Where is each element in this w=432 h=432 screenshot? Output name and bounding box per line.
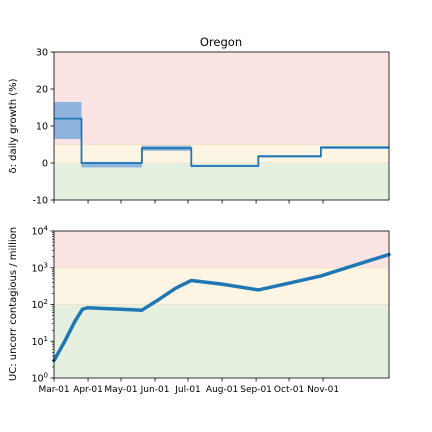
x-tick-label-7: Oct-01 [274,385,304,395]
contagious-y-axis-label: UC: uncorr contagious / million [8,227,19,381]
contagious-series [52,252,391,363]
x-tick-label-0: Mar-01 [38,385,69,395]
y-tick-label-1: 0 [42,159,48,170]
contagious-panel: 100 101 102 103 104 Mar-01 Apr-01 May-01 Jun-01… [8,225,391,395]
y-tick-label-0: -10 [32,196,48,207]
growth-axes-frame [53,51,390,201]
zone-band-2 [54,231,389,268]
y-tick-label-2: 102 [31,298,48,311]
y-tick-label-0: 100 [31,372,48,385]
chart-title: Oregon [200,35,242,49]
y-tick-label-3: 20 [36,85,48,96]
confidence-band-1 [81,161,142,168]
zone-band-0 [54,304,389,378]
x-tick-label-2: May-01 [104,385,137,395]
contagious-zones [54,231,389,378]
x-tick-label-6: Sep-01 [240,385,272,395]
x-tick-label-5: Aug-01 [206,385,238,395]
growth-x-ticks [53,200,324,204]
x-tick-label-8: Nov-01 [307,385,339,395]
y-tick-label-2: 10 [36,122,48,133]
growth-series [54,117,389,167]
x-tick-label-4: Jul-01 [174,385,201,395]
y-tick-label-3: 103 [31,261,48,274]
growth-y-axis-label: δ: daily growth (%) [8,78,19,173]
growth-panel: -10 0 10 20 30 Oregon δ: daily growth (%) [8,35,390,207]
confidence-band-0 [54,101,82,139]
zone-band-2 [54,52,389,145]
y-tick-label-4: 30 [36,48,48,59]
zone-band-1 [54,144,389,163]
contagious-line [52,252,391,363]
contagious-y-ticks: 100 101 102 103 104 [31,225,54,385]
x-tick-label-1: Apr-01 [73,385,103,395]
growth-step-line [54,117,389,167]
growth-y-ticks: -10 0 10 20 30 [32,48,54,207]
y-tick-label-1: 101 [31,335,48,348]
contagious-x-ticks: Mar-01 Apr-01 May-01 Jun-01 Jul-01 Aug-01 Sep-… [38,378,339,395]
zone-band-1 [54,267,389,305]
growth-zones [54,52,389,200]
contagious-axes-frame [53,230,390,379]
y-tick-label-4: 104 [31,225,48,238]
zone-band-0 [54,163,389,200]
x-tick-label-3: Jun-01 [140,385,170,395]
